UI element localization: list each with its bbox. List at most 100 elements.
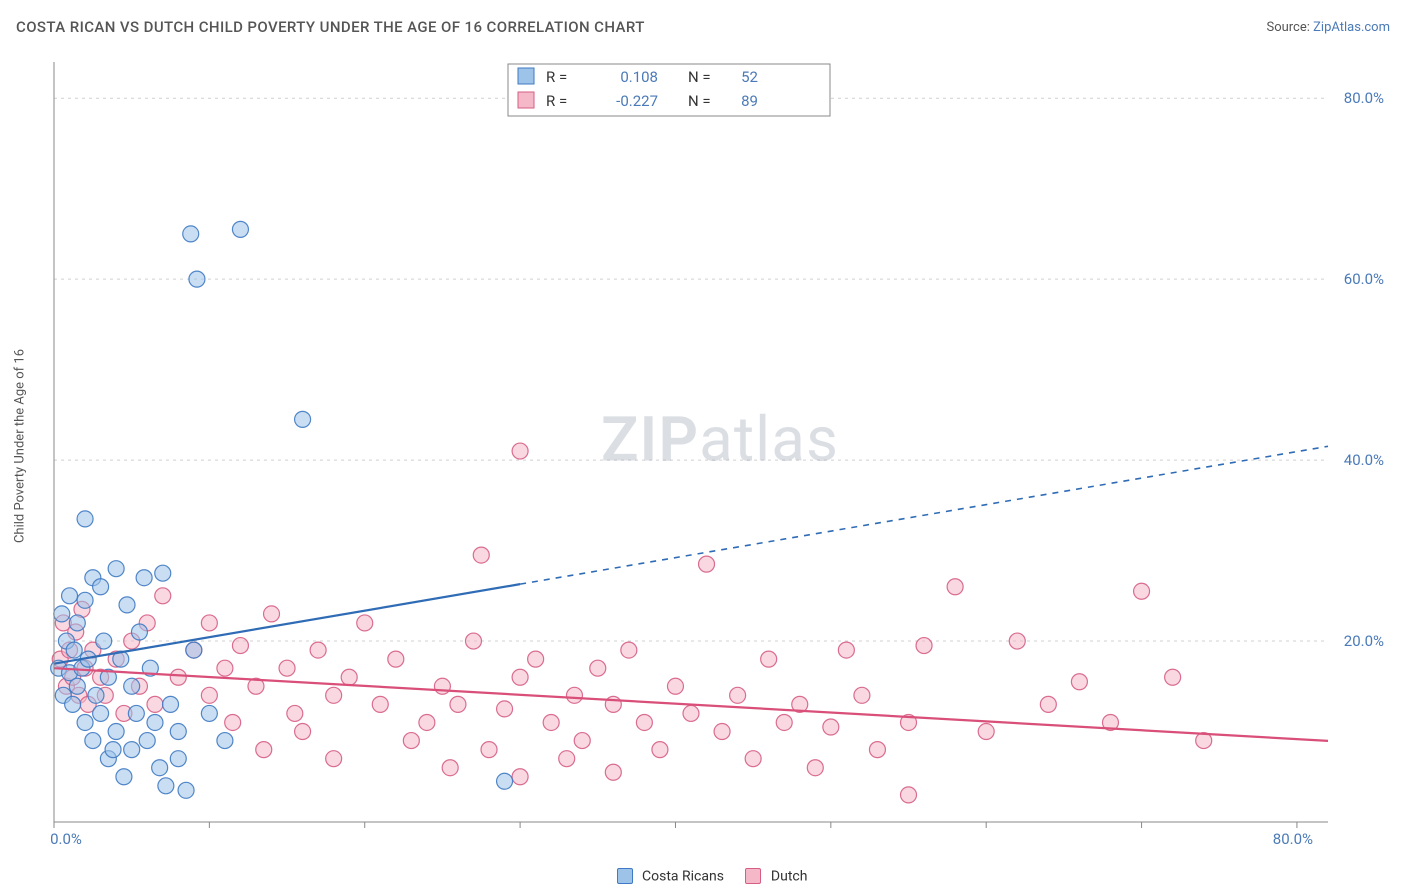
data-point xyxy=(497,701,513,717)
data-point xyxy=(372,696,388,712)
data-point xyxy=(124,678,140,694)
data-point xyxy=(761,651,777,667)
data-point xyxy=(854,687,870,703)
data-point xyxy=(225,714,241,730)
data-point xyxy=(232,638,248,654)
data-point xyxy=(170,724,186,740)
data-point xyxy=(295,724,311,740)
data-point xyxy=(108,724,124,740)
data-point xyxy=(65,696,81,712)
data-point xyxy=(497,773,513,789)
source-prefix: Source: xyxy=(1266,20,1313,35)
legend-swatch-dutch xyxy=(745,868,761,884)
data-point xyxy=(119,597,135,613)
data-point xyxy=(256,742,272,758)
data-point xyxy=(1165,669,1181,685)
data-point xyxy=(116,769,132,785)
data-point xyxy=(77,511,93,527)
data-point xyxy=(163,696,179,712)
data-point xyxy=(287,705,303,721)
data-point xyxy=(189,271,205,287)
data-point xyxy=(147,696,163,712)
bottom-legend: Costa Ricans Dutch xyxy=(0,868,1406,884)
data-point xyxy=(699,556,715,572)
data-point xyxy=(155,565,171,581)
data-point xyxy=(131,624,147,640)
data-point xyxy=(69,615,85,631)
legend-label-costa-ricans: Costa Ricans xyxy=(642,868,724,884)
data-point xyxy=(93,579,109,595)
data-point xyxy=(745,751,761,767)
data-point xyxy=(543,714,559,730)
data-point xyxy=(85,733,101,749)
data-point xyxy=(574,733,590,749)
data-point xyxy=(77,714,93,730)
legend-r-label: R = xyxy=(546,92,567,110)
data-point xyxy=(326,751,342,767)
y-tick-label: 40.0% xyxy=(1344,451,1384,469)
data-point xyxy=(1009,633,1025,649)
source-link[interactable]: ZipAtlas.com xyxy=(1313,20,1390,35)
data-point xyxy=(139,733,155,749)
data-point xyxy=(566,687,582,703)
y-tick-label: 20.0% xyxy=(1344,632,1384,650)
data-point xyxy=(232,221,248,237)
data-point xyxy=(183,226,199,242)
data-point xyxy=(152,760,168,776)
data-point xyxy=(683,705,699,721)
data-point xyxy=(419,714,435,730)
data-point xyxy=(158,778,174,794)
header: COSTA RICAN VS DUTCH CHILD POVERTY UNDER… xyxy=(16,18,1390,36)
data-point xyxy=(201,615,217,631)
data-point xyxy=(442,760,458,776)
data-point xyxy=(869,742,885,758)
data-point xyxy=(1071,674,1087,690)
data-point xyxy=(341,669,357,685)
legend-n-label: N = xyxy=(688,92,711,110)
data-point xyxy=(559,751,575,767)
data-point xyxy=(621,642,637,658)
chart-title: COSTA RICAN VS DUTCH CHILD POVERTY UNDER… xyxy=(16,18,645,36)
data-point xyxy=(62,588,78,604)
data-point xyxy=(136,570,152,586)
source-attribution: Source: ZipAtlas.com xyxy=(1266,20,1390,35)
data-point xyxy=(264,606,280,622)
data-point xyxy=(186,642,202,658)
y-tick-label: 80.0% xyxy=(1344,89,1384,107)
data-point xyxy=(823,719,839,735)
data-point xyxy=(155,588,171,604)
data-point xyxy=(714,724,730,740)
data-point xyxy=(978,724,994,740)
data-point xyxy=(528,651,544,667)
data-point xyxy=(201,705,217,721)
data-point xyxy=(916,638,932,654)
data-point xyxy=(357,615,373,631)
data-point xyxy=(88,687,104,703)
legend-n-label: N = xyxy=(688,68,711,86)
data-point xyxy=(54,606,70,622)
data-point xyxy=(807,760,823,776)
data-point xyxy=(178,782,194,798)
data-point xyxy=(652,742,668,758)
legend-r-value: 0.108 xyxy=(620,68,658,86)
data-point xyxy=(947,579,963,595)
data-point xyxy=(147,714,163,730)
trend-line-extrapolated xyxy=(520,446,1328,584)
data-point xyxy=(295,411,311,427)
data-point xyxy=(108,561,124,577)
legend-n-value: 52 xyxy=(741,68,758,86)
data-point xyxy=(170,751,186,767)
data-point xyxy=(403,733,419,749)
y-tick-label: 60.0% xyxy=(1344,270,1384,288)
data-point xyxy=(512,669,528,685)
data-point xyxy=(201,687,217,703)
trend-line xyxy=(54,584,520,664)
data-point xyxy=(96,633,112,649)
data-point xyxy=(465,633,481,649)
data-point xyxy=(66,642,82,658)
plot-area: ZIPatlas 20.0%40.0%60.0%80.0%0.0%80.0%R … xyxy=(50,62,1390,850)
data-point xyxy=(605,764,621,780)
data-point xyxy=(667,678,683,694)
data-point xyxy=(217,733,233,749)
scatter-chart: 20.0%40.0%60.0%80.0%0.0%80.0%R =0.108N =… xyxy=(50,62,1390,850)
